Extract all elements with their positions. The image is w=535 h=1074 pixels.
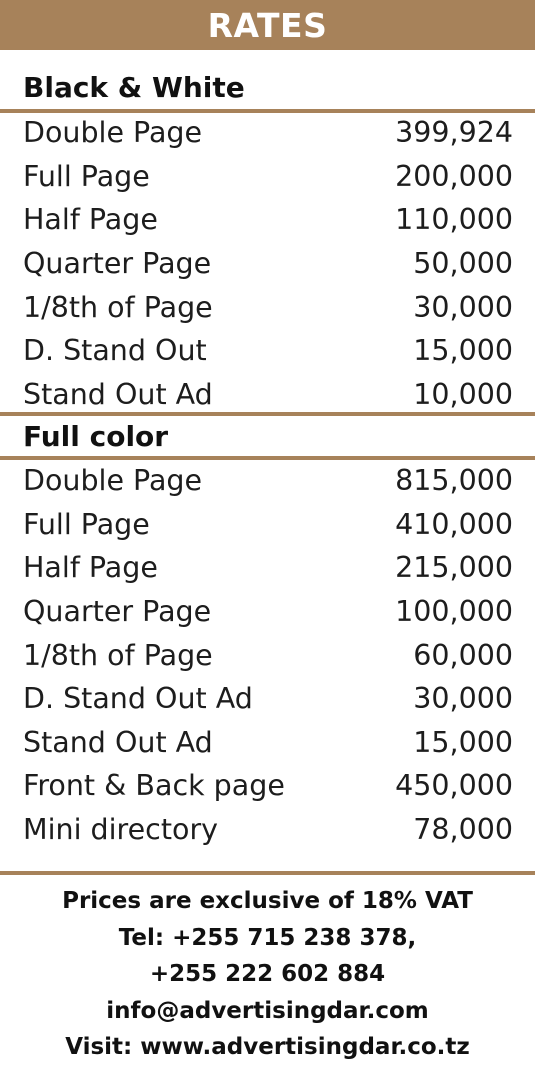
rate-item: Full Page bbox=[23, 507, 150, 541]
phone-line-1: Tel: +255 715 238 378, bbox=[118, 924, 417, 951]
rate-row: Full Page 200,000 bbox=[23, 155, 513, 199]
rate-price: 78,000 bbox=[413, 813, 513, 847]
rate-row: 1/8th of Page 60,000 bbox=[23, 633, 513, 677]
bw-bottom-rule bbox=[0, 412, 535, 416]
rate-price: 10,000 bbox=[413, 377, 513, 411]
rate-price: 410,000 bbox=[395, 507, 513, 541]
rate-row: Front & Back page 450,000 bbox=[23, 764, 513, 808]
color-top-rule bbox=[0, 456, 535, 460]
rate-price: 15,000 bbox=[413, 725, 513, 759]
rate-item: 1/8th of Page bbox=[23, 638, 213, 672]
vat-note: Prices are exclusive of 18% VAT bbox=[62, 888, 473, 914]
rates-header: RATES bbox=[0, 0, 535, 50]
rate-row: 1/8th of Page 30,000 bbox=[23, 285, 513, 329]
rate-price: 450,000 bbox=[395, 769, 513, 803]
rate-item: Quarter Page bbox=[23, 247, 212, 281]
rate-item: Stand Out Ad bbox=[23, 377, 213, 411]
rate-row: Double Page 815,000 bbox=[23, 459, 513, 503]
website-text: Visit: www.advertisingdar.co.tz bbox=[65, 1034, 470, 1060]
rate-row: Mini directory 78,000 bbox=[23, 808, 513, 852]
rate-row: Quarter Page 50,000 bbox=[23, 242, 513, 286]
rate-price: 215,000 bbox=[395, 551, 513, 585]
rate-row: Stand Out Ad 10,000 bbox=[23, 373, 513, 417]
rate-price: 50,000 bbox=[413, 247, 513, 281]
rate-item: D. Stand Out bbox=[23, 334, 207, 368]
rate-row: D. Stand Out 15,000 bbox=[23, 329, 513, 373]
rate-row: Half Page 110,000 bbox=[23, 198, 513, 242]
rate-price: 60,000 bbox=[413, 638, 513, 672]
rate-item: Double Page bbox=[23, 116, 203, 150]
rate-item: 1/8th of Page bbox=[23, 290, 213, 324]
bw-section-title: Black & White bbox=[23, 71, 245, 104]
rate-item: Half Page bbox=[23, 551, 158, 585]
email-text: info@advertisingdar.com bbox=[106, 997, 429, 1024]
rate-item: Full Page bbox=[23, 159, 150, 193]
rate-price: 30,000 bbox=[413, 682, 513, 716]
rate-price: 399,924 bbox=[395, 116, 513, 150]
rate-item: Mini directory bbox=[23, 813, 219, 847]
rate-price: 110,000 bbox=[395, 203, 513, 237]
bw-top-rule bbox=[0, 109, 535, 113]
rate-item: Half Page bbox=[23, 203, 158, 237]
color-rate-list: Double Page 815,000 Full Page 410,000 Half… bbox=[23, 459, 513, 851]
rate-row: D. Stand Out Ad 30,000 bbox=[23, 677, 513, 721]
rate-price: 30,000 bbox=[413, 290, 513, 324]
footer-contact: Prices are exclusive of 18% VAT Tel: +25… bbox=[0, 883, 535, 1066]
rate-item: D. Stand Out Ad bbox=[23, 682, 253, 716]
color-section-title: Full color bbox=[23, 420, 169, 453]
rate-item: Double Page bbox=[23, 464, 203, 498]
rate-row: Double Page 399,924 bbox=[23, 111, 513, 155]
rate-price: 15,000 bbox=[413, 334, 513, 368]
rate-price: 200,000 bbox=[395, 159, 513, 193]
bw-rate-list: Double Page 399,924 Full Page 200,000 Half… bbox=[23, 111, 513, 416]
rates-title: RATES bbox=[207, 5, 328, 45]
rate-row: Full Page 410,000 bbox=[23, 503, 513, 547]
rate-row: Stand Out Ad 15,000 bbox=[23, 721, 513, 765]
phone-line-2: +255 222 602 884 bbox=[149, 961, 386, 987]
rate-item: Front & Back page bbox=[23, 769, 285, 803]
rate-item: Stand Out Ad bbox=[23, 725, 213, 759]
rate-price: 815,000 bbox=[395, 464, 513, 498]
footer-rule bbox=[0, 871, 535, 875]
rate-row: Half Page 215,000 bbox=[23, 546, 513, 590]
rate-row: Quarter Page 100,000 bbox=[23, 590, 513, 634]
rate-item: Quarter Page bbox=[23, 595, 212, 629]
rate-price: 100,000 bbox=[395, 595, 513, 629]
